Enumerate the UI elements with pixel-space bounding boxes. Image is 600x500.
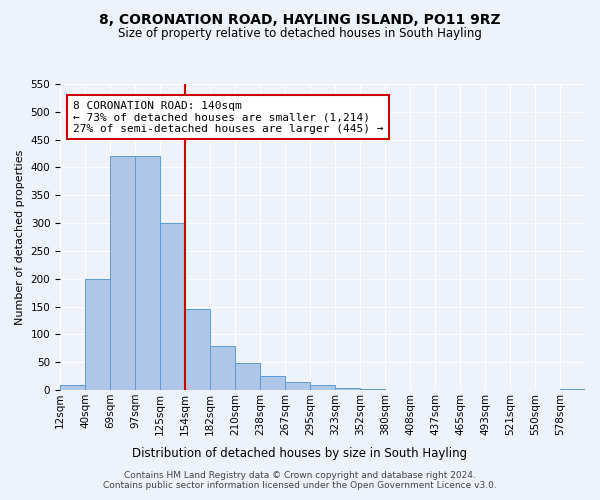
Text: Contains HM Land Registry data © Crown copyright and database right 2024.
Contai: Contains HM Land Registry data © Crown c… (103, 470, 497, 490)
Bar (260, 376, 285, 390)
Bar (360, 389, 385, 390)
Bar (85, 279, 110, 390)
Bar (285, 382, 310, 390)
Bar (110, 156, 135, 390)
Bar (235, 364, 260, 390)
Text: 8 CORONATION ROAD: 140sqm
← 73% of detached houses are smaller (1,214)
27% of se: 8 CORONATION ROAD: 140sqm ← 73% of detac… (73, 100, 383, 134)
Bar (185, 310, 210, 390)
Bar (310, 384, 335, 390)
Text: 8, CORONATION ROAD, HAYLING ISLAND, PO11 9RZ: 8, CORONATION ROAD, HAYLING ISLAND, PO11… (99, 12, 501, 26)
Bar (335, 388, 360, 390)
Bar (210, 346, 235, 390)
Bar (135, 156, 160, 390)
Text: Distribution of detached houses by size in South Hayling: Distribution of detached houses by size … (133, 448, 467, 460)
Text: Size of property relative to detached houses in South Hayling: Size of property relative to detached ho… (118, 28, 482, 40)
Bar (60, 384, 85, 390)
Bar (560, 389, 585, 390)
Y-axis label: Number of detached properties: Number of detached properties (15, 150, 25, 324)
Bar (160, 223, 185, 390)
